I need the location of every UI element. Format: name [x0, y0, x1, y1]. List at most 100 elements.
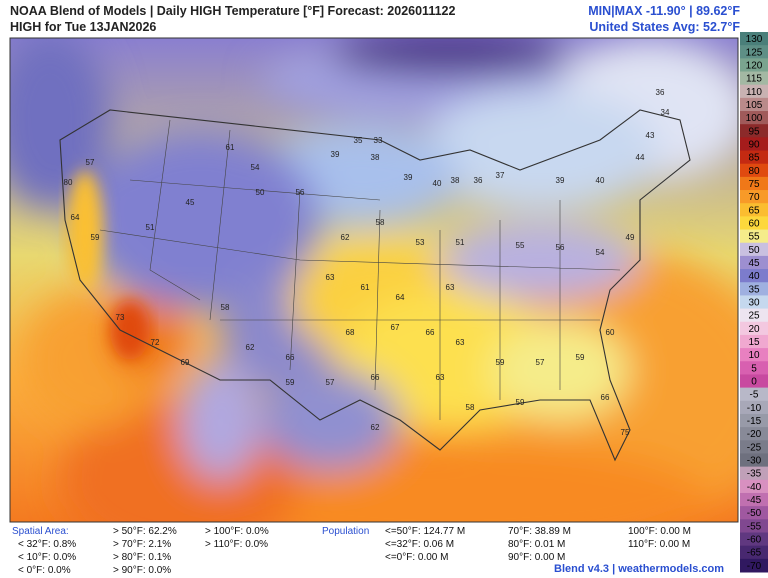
- colorbar-label: -55: [747, 521, 762, 532]
- station-temp: 54: [596, 248, 605, 257]
- colorbar-label: 90: [748, 139, 760, 150]
- colorbar-cell: [740, 216, 768, 231]
- colorbar-cell: [740, 519, 768, 533]
- station-temp: 63: [436, 373, 445, 382]
- colorbar-label: 115: [746, 74, 762, 85]
- station-temp: 63: [456, 338, 465, 347]
- station-temp: 56: [556, 243, 565, 252]
- spatial-label: Spatial Area:: [12, 526, 69, 537]
- colorbar-cell: [740, 374, 768, 389]
- station-temp: 44: [636, 153, 645, 162]
- colorbar-label: 75: [748, 179, 760, 190]
- station-temp: 59: [286, 378, 295, 387]
- colorbar-cell: [740, 558, 768, 573]
- station-temp: 34: [661, 108, 670, 117]
- colorbar-label: 50: [748, 245, 760, 256]
- colorbar-label: -45: [747, 495, 762, 506]
- title: NOAA Blend of Models | Daily HIGH Temper…: [10, 4, 456, 18]
- colorbar-label: 25: [748, 311, 760, 322]
- colorbar-cell: [740, 400, 768, 415]
- colorbar-cell: [740, 348, 768, 362]
- colorbar-label: 120: [746, 60, 763, 71]
- station-temp: 40: [433, 179, 442, 188]
- colorbar-label: 10: [748, 350, 760, 361]
- colorbar-cell: [740, 413, 768, 428]
- footer-stat: > 70°F: 2.1%: [113, 539, 172, 550]
- colorbar-cell: [740, 229, 768, 244]
- station-temp: 39: [331, 150, 340, 159]
- station-temp: 39: [404, 173, 413, 182]
- station-temp: 37: [496, 171, 505, 180]
- colorbar-label: 60: [748, 218, 760, 229]
- station-temp: 62: [341, 233, 350, 242]
- colorbar-label: 110: [746, 87, 762, 98]
- colorbar-cell: [740, 427, 768, 441]
- station-temp: 73: [116, 313, 125, 322]
- colorbar-label: 125: [746, 47, 763, 58]
- colorbar-cell: [740, 242, 768, 257]
- colorbar-label: 35: [748, 284, 760, 295]
- footer-stat: > 90°F: 0.0%: [113, 565, 172, 576]
- station-temp: 63: [446, 283, 455, 292]
- station-temp: 67: [391, 323, 400, 332]
- colorbar-label: -5: [750, 390, 759, 401]
- station-temp: 57: [536, 358, 545, 367]
- colorbar-cell: [740, 295, 768, 310]
- station-temp: 43: [646, 131, 655, 140]
- station-temp: 51: [456, 238, 465, 247]
- station-temp: 36: [656, 88, 665, 97]
- footer-stat: 70°F: 38.89 M: [508, 526, 571, 537]
- colorbar-cell: [740, 440, 768, 454]
- station-temp: 66: [371, 373, 380, 382]
- population-label: Population: [322, 526, 370, 537]
- colorbar-cell: [740, 176, 768, 191]
- station-temp: 68: [346, 328, 355, 337]
- colorbar-label: 5: [751, 363, 757, 374]
- colorbar-label: 45: [748, 258, 760, 269]
- colorbar-cell: [740, 479, 768, 494]
- station-temp: 57: [86, 158, 95, 167]
- colorbar-label: 85: [748, 153, 760, 164]
- colorbar-label: -60: [747, 535, 762, 546]
- station-temp: 59: [496, 358, 505, 367]
- colorbar-label: -15: [747, 416, 762, 427]
- colorbar-label: 15: [748, 337, 760, 348]
- state-borders: [99, 119, 621, 420]
- colorbar-cell: [740, 71, 768, 86]
- colorbar-label: -30: [747, 456, 762, 467]
- colorbar-cell: [740, 111, 768, 125]
- colorbar-label: 30: [748, 298, 760, 309]
- station-temp: 55: [516, 241, 525, 250]
- footer-stat: 110°F: 0.00 M: [628, 539, 691, 550]
- map-frame: [9, 37, 739, 523]
- colorbar-cell: [740, 506, 768, 520]
- colorbar-label: 80: [748, 166, 760, 177]
- colorbar-cell: [740, 32, 768, 46]
- station-temp: 64: [396, 293, 405, 302]
- colorbar-cell: [740, 321, 768, 336]
- colorbar-label: -40: [747, 482, 762, 493]
- colorbar-label: -50: [747, 508, 762, 519]
- colorbar-cell: [740, 387, 768, 402]
- station-temp: 59: [91, 233, 100, 242]
- station-temp: 59: [516, 398, 525, 407]
- footer-stat: > 50°F: 62.2%: [113, 526, 177, 537]
- subtitle: HIGH for Tue 13JAN2026: [10, 20, 157, 34]
- footer-stat: > 110°F: 0.0%: [205, 539, 269, 550]
- colorbar-label: 55: [748, 232, 760, 243]
- station-temp: 64: [71, 213, 80, 222]
- station-temp: 39: [556, 176, 565, 185]
- colorbar-cell: [740, 203, 768, 217]
- station-temp: 58: [376, 218, 385, 227]
- us-average: United States Avg: 52.7°F: [589, 20, 740, 34]
- station-temp: 53: [416, 238, 425, 247]
- footer-stat: > 100°F: 0.0%: [205, 526, 269, 537]
- station-temp: 33: [374, 136, 383, 145]
- station-temp: 69: [181, 358, 190, 367]
- colorbar-label: 40: [748, 271, 760, 282]
- station-temp: 51: [146, 223, 155, 232]
- colorbar-cell: [740, 124, 768, 138]
- footer-stat: <=0°F: 0.00 M: [385, 552, 449, 563]
- footer-stat: > 80°F: 0.1%: [113, 552, 172, 563]
